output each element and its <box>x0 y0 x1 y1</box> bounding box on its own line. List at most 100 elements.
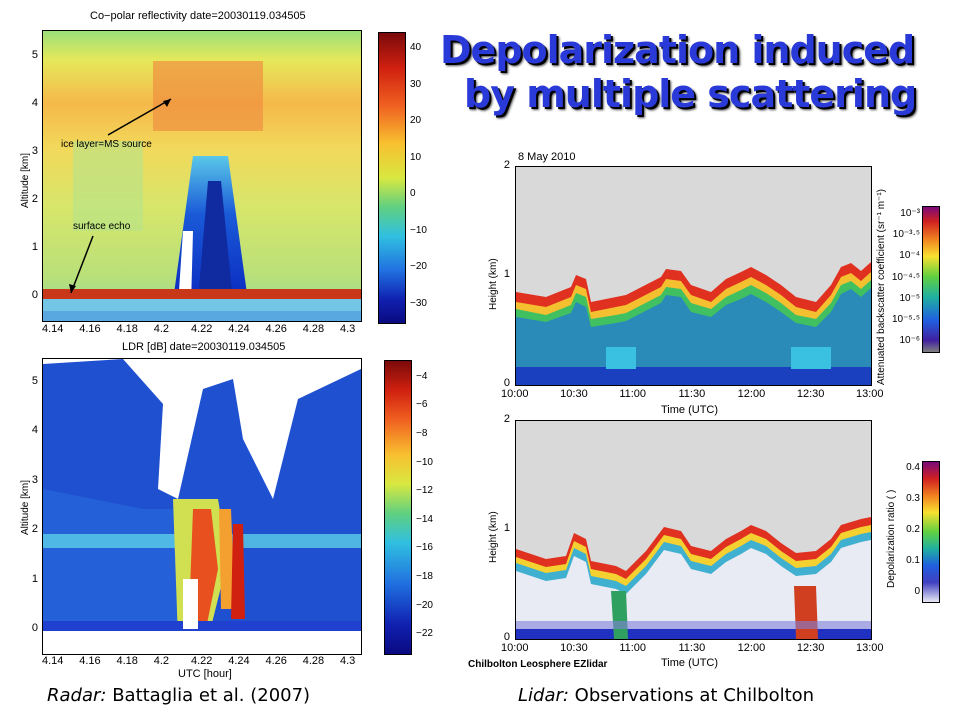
y-tick-label: 1 <box>31 572 38 585</box>
caption-right-text: Observations at Chilbolton <box>568 685 815 706</box>
x-tick-label: 4.3 <box>340 655 356 667</box>
lidar-depol-xticks: 10:00 10:30 11:00 11:30 12:00 12:30 13:00 <box>501 642 884 656</box>
lidar-depol-ylabel: Height (km) <box>488 511 499 563</box>
annotation-surface-echo: surface echo <box>73 221 131 232</box>
x-tick-label: 4.14 <box>42 323 64 335</box>
lidar-depol-colorbar-label: Depolarization ratio ( ) <box>886 489 897 588</box>
lidar-depol-yticks: 0 1 2 <box>500 413 512 643</box>
colorbar-tick-label: −14 <box>416 513 433 525</box>
x-tick-label: 11:30 <box>678 388 706 400</box>
x-tick-label: 4.24 <box>228 323 250 335</box>
y-tick-label: 0 <box>503 631 510 643</box>
x-tick-label: 4.26 <box>265 655 287 667</box>
y-tick-label: 0 <box>31 622 38 634</box>
lidar-backscatter-xticks: 10:00 10:30 11:00 11:30 12:00 12:30 13:00 <box>501 388 884 402</box>
colorbar-tick-label: −18 <box>416 571 433 583</box>
radar-ldr-colorbar <box>384 360 412 655</box>
colorbar-tick-label: 0.4 <box>906 462 920 474</box>
colorbar-tick-label: 20 <box>410 115 422 127</box>
lidar-depol-plot <box>515 420 872 640</box>
y-tick-label: 3 <box>31 145 38 157</box>
radar-ldr-yticks: 0 1 2 3 4 5 <box>22 358 40 653</box>
x-tick-label: 12:00 <box>737 642 766 654</box>
caption-left-text: Battaglia et al. (2007) <box>106 685 311 706</box>
lidar-backscatter-ylabel: Height (km) <box>488 258 499 310</box>
colorbar-tick-label: −10 <box>410 224 427 236</box>
x-tick-label: 4.2 <box>153 323 170 335</box>
y-tick-label: 4 <box>31 424 38 437</box>
slide-title-line2: by multiple scattering <box>464 72 917 116</box>
radar-ldr-plot <box>42 358 362 655</box>
colorbar-tick-label: 0.1 <box>906 554 920 566</box>
colorbar-tick-label: 10⁻⁴ <box>899 250 920 262</box>
x-tick-label: 10:30 <box>560 642 588 654</box>
x-tick-label: 10:30 <box>560 388 588 400</box>
colorbar-tick-label: −22 <box>416 628 433 640</box>
y-tick-label: 1 <box>31 241 38 253</box>
x-tick-label: 10:00 <box>501 642 529 654</box>
x-tick-label: 4.16 <box>79 323 101 335</box>
x-tick-label: 4.22 <box>191 655 213 667</box>
x-tick-label: 4.28 <box>302 323 325 335</box>
colorbar-tick-label: 10⁻⁵·⁵ <box>891 314 920 326</box>
colorbar-tick-label: 40 <box>410 42 422 54</box>
x-tick-label: 4.26 <box>265 323 287 335</box>
radar-reflectivity-yticks: 0 1 2 3 4 5 <box>22 30 40 320</box>
y-tick-label: 0 <box>503 377 510 389</box>
colorbar-tick-label: −10 <box>416 456 433 468</box>
lidar-backscatter-xlabel: Time (UTC) <box>661 404 719 416</box>
annotation-ice-layer: ice layer=MS source <box>61 139 152 150</box>
radar-reflectivity-colorbar <box>378 32 406 324</box>
colorbar-tick-label: 10⁻⁶ <box>899 335 920 347</box>
y-tick-label: 4 <box>31 97 38 109</box>
x-tick-label: 12:00 <box>737 388 766 400</box>
lidar-depol-colorbar <box>922 461 940 603</box>
x-tick-label: 4.14 <box>42 655 64 667</box>
lidar-backscatter-heatmap <box>516 262 871 385</box>
radar-reflectivity-plot: ice layer=MS source surface echo <box>42 30 362 322</box>
radar-reflectivity-colorbar-ticks: 40 30 20 10 0 −10 −20 −30 <box>408 32 448 322</box>
radar-ldr-colorbar-ticks: −4 −6 −8 −10 −12 −14 −16 −18 −20 −22 <box>414 360 454 653</box>
y-tick-label: 2 <box>31 523 38 536</box>
radar-reflectivity-title: Co−polar reflectivity date=20030119.0345… <box>90 10 306 22</box>
caption-right-italic: Lidar: <box>518 685 569 706</box>
lidar-backscatter-plot <box>515 166 872 386</box>
colorbar-tick-label: −8 <box>416 427 428 439</box>
radar-ldr-xlabel: UTC [hour] <box>178 668 232 680</box>
x-tick-label: 4.3 <box>340 323 356 335</box>
lidar-backscatter-colorbar-label: Attenuated backscatter coefficient (sr⁻¹… <box>876 188 887 385</box>
x-tick-label: 12:30 <box>796 388 825 400</box>
y-tick-label: 1 <box>503 268 510 280</box>
caption-left: Radar: Battaglia et al. (2007) <box>47 685 310 706</box>
colorbar-tick-label: 10⁻⁴·⁵ <box>891 271 920 283</box>
y-tick-label: 2 <box>503 413 510 425</box>
x-tick-label: 11:30 <box>678 642 706 654</box>
annotation-arrows <box>69 98 172 294</box>
caption-right: Lidar: Observations at Chilbolton <box>518 685 814 706</box>
y-tick-label: 5 <box>31 49 38 61</box>
x-tick-label: 11:00 <box>619 388 647 400</box>
y-tick-label: 2 <box>31 193 38 205</box>
x-tick-label: 13:00 <box>856 388 884 400</box>
colorbar-tick-label: 10⁻⁵ <box>899 292 920 304</box>
slide-title-line1: Depolarization induced <box>440 28 915 72</box>
colorbar-tick-label: −20 <box>416 599 433 611</box>
y-tick-label: 3 <box>31 473 38 486</box>
radar-ldr-title: LDR [dB] date=20030119.034505 <box>122 341 286 353</box>
colorbar-tick-label: −4 <box>416 370 428 382</box>
colorbar-tick-label: 10 <box>410 151 422 163</box>
colorbar-tick-label: −6 <box>416 399 428 411</box>
y-tick-label: 0 <box>31 289 38 301</box>
x-tick-label: 4.22 <box>191 323 213 335</box>
lidar-backscatter-colorbar-ticks: 10⁻³ 10⁻³·⁵ 10⁻⁴ 10⁻⁴·⁵ 10⁻⁵ 10⁻⁵·⁵ 10⁻⁶ <box>892 206 922 351</box>
caption-left-italic: Radar: <box>47 685 107 706</box>
lidar-footer: Chilbolton Leosphere EZlidar <box>468 659 608 670</box>
x-tick-label: 4.18 <box>116 655 138 667</box>
lidar-depol-xlabel: Time (UTC) <box>661 657 719 669</box>
x-tick-label: 12:30 <box>796 642 825 654</box>
colorbar-tick-label: 0 <box>914 585 920 597</box>
y-tick-label: 1 <box>503 522 510 534</box>
radar-ldr-heatmap <box>43 359 361 654</box>
radar-reflectivity-xticks: 4.14 4.16 4.18 4.2 4.22 4.24 4.26 4.28 4.3 <box>42 323 360 337</box>
x-tick-label: 4.24 <box>228 655 250 667</box>
